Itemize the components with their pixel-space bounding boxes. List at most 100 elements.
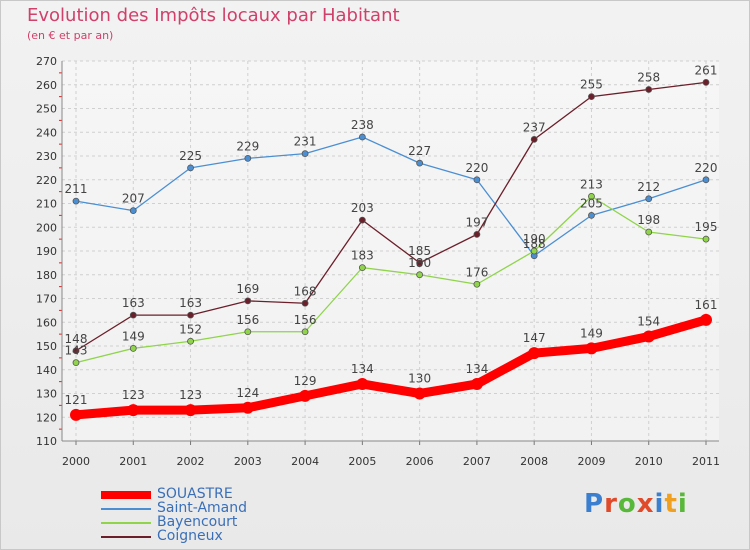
data-point — [700, 313, 712, 326]
data-point — [416, 159, 424, 167]
y-axis-ticks: 110 120 130 140 150 160 170 180 190 200 210 220 230 2… — [36, 55, 57, 448]
logo-letter: P — [584, 489, 605, 519]
data-label: 258 — [637, 71, 660, 85]
series-layer — [70, 78, 712, 421]
data-label: 163 — [179, 296, 202, 310]
data-label: 149 — [580, 326, 603, 340]
legend-label: SOUASTRE — [157, 486, 233, 502]
data-label: 156 — [236, 313, 259, 327]
data-label: 169 — [236, 282, 259, 296]
data-label: 121 — [65, 393, 88, 407]
data-label: 183 — [351, 249, 374, 263]
y-tick-label: 270 — [36, 55, 57, 68]
data-label: 124 — [236, 386, 259, 400]
data-point — [585, 342, 598, 355]
y-tick-label: 150 — [36, 340, 57, 353]
data-point — [301, 299, 309, 307]
logo-letter: i — [654, 489, 665, 519]
data-point — [301, 328, 309, 336]
data-point — [473, 230, 481, 238]
data-label: 220 — [465, 161, 488, 175]
data-label: 134 — [351, 362, 374, 376]
y-tick-label: 180 — [36, 269, 57, 282]
data-label: 188 — [523, 237, 546, 251]
y-tick-label: 130 — [36, 388, 57, 401]
series-line-coigneux — [75, 81, 707, 352]
series-line-bayencourt — [75, 195, 707, 364]
x-tick-label: 2006 — [406, 455, 434, 468]
data-label: 149 — [122, 329, 145, 343]
axes — [59, 61, 719, 445]
x-tick-label: 2001 — [119, 455, 147, 468]
data-point — [416, 271, 424, 279]
data-point — [358, 216, 366, 224]
data-label: 211 — [65, 182, 88, 196]
data-point — [241, 401, 254, 414]
data-point — [473, 176, 481, 184]
data-point — [129, 344, 137, 352]
data-point — [588, 192, 595, 200]
data-label: 123 — [179, 388, 202, 402]
data-point — [358, 133, 366, 141]
y-tick-label: 230 — [36, 150, 57, 163]
data-point — [642, 330, 655, 343]
x-tick-label: 2000 — [62, 455, 90, 468]
x-tick-label: 2005 — [348, 455, 376, 468]
data-point — [187, 164, 194, 172]
y-tick-label: 170 — [36, 293, 57, 306]
data-point — [244, 154, 252, 162]
data-point — [299, 389, 312, 402]
data-label: 123 — [122, 388, 145, 402]
logo-letter: x — [636, 489, 655, 519]
chart-title: Evolution des Impôts locaux par Habitant — [27, 5, 400, 26]
data-label: 154 — [637, 315, 660, 329]
data-label: 176 — [465, 265, 488, 279]
data-point — [184, 404, 197, 417]
data-label: 197 — [465, 215, 488, 229]
x-tick-label: 2009 — [577, 455, 605, 468]
x-tick-label: 2008 — [520, 455, 548, 468]
data-label: 168 — [294, 284, 317, 298]
data-label: 237 — [523, 120, 546, 134]
x-tick-label: 2007 — [463, 455, 491, 468]
x-tick-label: 2003 — [234, 455, 262, 468]
data-label: 130 — [408, 372, 431, 386]
data-point — [129, 207, 137, 215]
data-point — [645, 86, 653, 93]
gridlines — [62, 60, 719, 442]
y-tick-label: 240 — [36, 126, 57, 139]
data-label: 203 — [351, 201, 374, 215]
data-point — [413, 387, 426, 400]
data-point — [244, 297, 252, 305]
data-label: 205 — [580, 196, 603, 210]
data-label: 134 — [465, 362, 488, 376]
data-label: 147 — [523, 331, 546, 345]
data-label: 213 — [580, 177, 603, 191]
data-point — [244, 328, 252, 336]
data-point — [416, 259, 424, 267]
data-point — [127, 404, 140, 417]
data-point — [588, 211, 595, 219]
data-label: 129 — [294, 374, 317, 388]
data-point — [187, 311, 194, 319]
data-label: 255 — [580, 78, 603, 92]
x-tick-label: 2002 — [177, 455, 205, 468]
x-axis-ticks: 2000 2001 2002 2003 2004 2005 2006 2007 2008 2009… — [62, 455, 720, 468]
data-point — [358, 264, 366, 272]
y-tick-label: 250 — [36, 103, 57, 116]
x-tick-label: 2011 — [692, 455, 720, 468]
data-label: 180 — [408, 256, 431, 270]
data-label: 198 — [637, 213, 660, 227]
x-tick-label: 2004 — [291, 455, 319, 468]
data-label: 212 — [637, 180, 660, 194]
data-label: 261 — [695, 63, 718, 77]
data-label: 229 — [236, 139, 259, 153]
y-tick-label: 160 — [36, 316, 57, 329]
legend-swatch — [101, 536, 151, 538]
data-point — [702, 78, 710, 86]
chart-subtitle: (en € et par an) — [27, 29, 114, 42]
data-label: 190 — [523, 232, 546, 246]
data-point — [528, 347, 541, 360]
series-line-souastre — [71, 315, 711, 420]
